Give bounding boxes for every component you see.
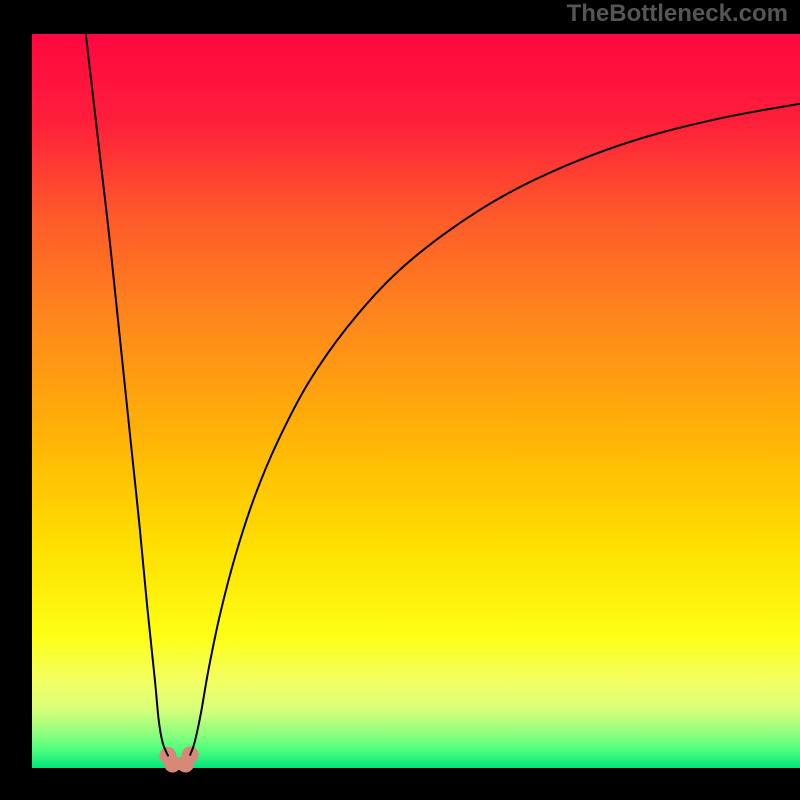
chart-svg xyxy=(0,0,800,800)
plot-background xyxy=(32,34,800,768)
chart-stage: TheBottleneck.com xyxy=(0,0,800,800)
watermark-text: TheBottleneck.com xyxy=(567,0,788,28)
